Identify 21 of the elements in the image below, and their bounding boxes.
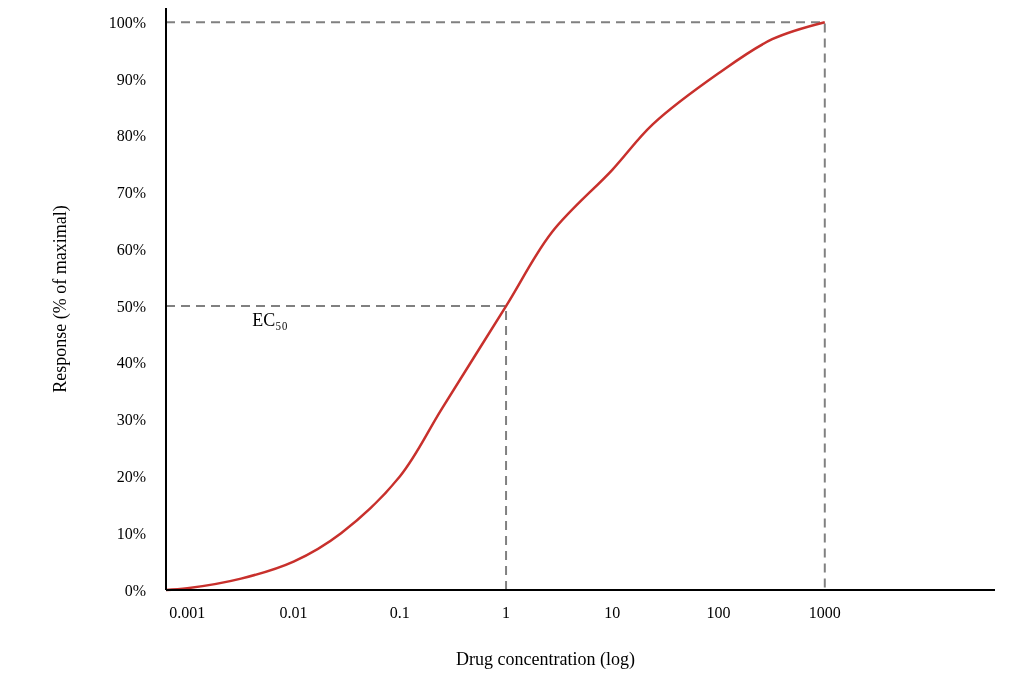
x-tick-label: 0.1	[389, 604, 410, 621]
x-tick-label: 10	[604, 604, 621, 621]
x-tick-label: 0.01	[279, 604, 308, 621]
y-tick-label: 90%	[116, 70, 146, 88]
y-tick-label: 10%	[116, 524, 146, 542]
y-tick-label: 100%	[108, 13, 146, 31]
y-tick-label: 60%	[116, 240, 146, 258]
y-axis-title: Response (% of maximal)	[50, 205, 71, 393]
y-tick-label: 80%	[116, 127, 146, 145]
y-tick-label: 50%	[116, 297, 146, 315]
x-tick-label: 1000	[808, 604, 841, 621]
annotation: EC₅₀	[252, 310, 288, 331]
x-tick-label: 1	[502, 604, 511, 621]
y-tick-label: 70%	[116, 184, 146, 202]
x-tick-label: 0.001	[169, 604, 206, 621]
x-tick-label: 100	[706, 604, 731, 621]
y-tick-label: 40%	[116, 354, 146, 372]
y-tick-label: 30%	[116, 411, 146, 429]
y-tick-label: 0%	[124, 581, 146, 599]
y-tick-label: 20%	[116, 468, 146, 486]
x-axis-title: Drug concentration (log)	[456, 649, 635, 670]
